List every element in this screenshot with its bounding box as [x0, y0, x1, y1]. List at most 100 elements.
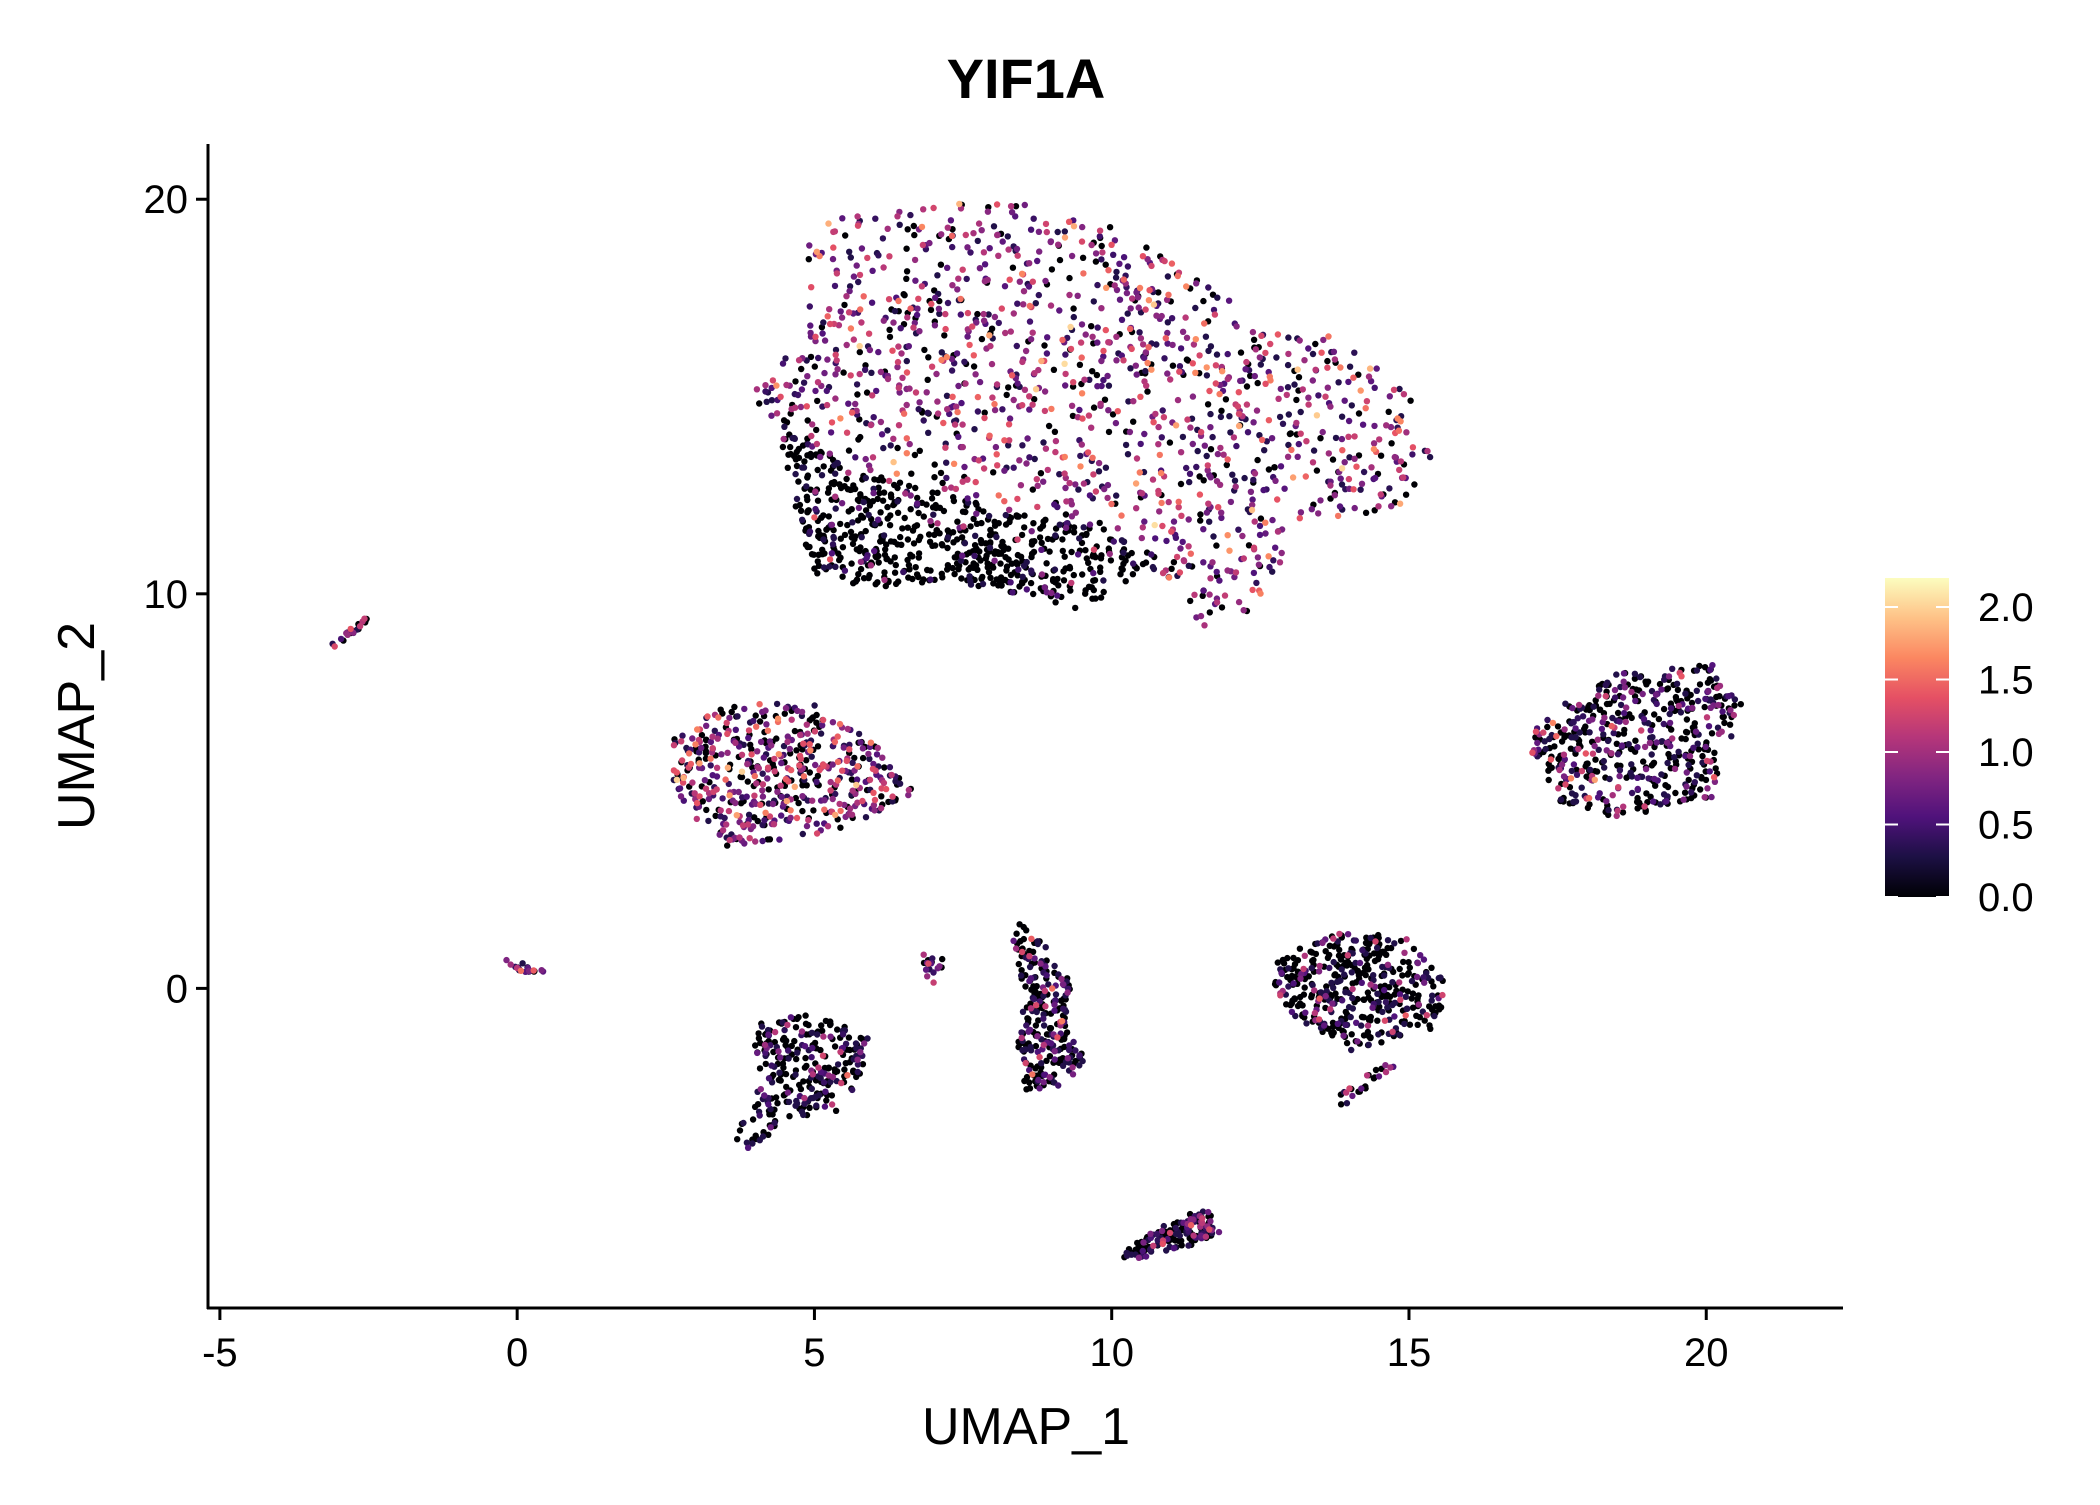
data-point — [1213, 542, 1220, 549]
data-point — [1176, 363, 1184, 370]
data-point — [947, 217, 955, 224]
data-point — [1008, 209, 1016, 216]
data-point — [874, 579, 881, 586]
data-point — [1069, 1071, 1077, 1078]
data-point — [1054, 1034, 1061, 1041]
data-point — [679, 779, 687, 786]
data-point — [905, 343, 912, 350]
data-point — [964, 244, 971, 251]
data-point — [1421, 979, 1428, 986]
data-point — [934, 410, 942, 417]
data-point — [754, 817, 761, 825]
data-point — [1026, 953, 1033, 960]
data-point — [1690, 744, 1697, 751]
data-point — [798, 365, 805, 373]
data-point — [1120, 276, 1128, 283]
data-point — [744, 778, 751, 785]
data-point — [839, 767, 846, 774]
data-point — [905, 791, 912, 799]
data-point — [725, 807, 733, 815]
data-point — [868, 369, 875, 376]
data-point — [1616, 718, 1623, 725]
data-point — [1043, 350, 1051, 357]
data-point — [895, 297, 902, 305]
data-point — [1018, 948, 1026, 956]
data-point — [1155, 490, 1162, 497]
data-point — [911, 523, 918, 530]
data-point — [1661, 676, 1668, 683]
data-point — [861, 366, 869, 373]
data-point — [1362, 939, 1370, 947]
x-tick-label: 15 — [1387, 1331, 1432, 1375]
data-point — [1105, 428, 1113, 436]
data-point — [860, 498, 867, 506]
data-point — [1042, 1003, 1049, 1010]
data-point — [1646, 739, 1654, 747]
data-point — [796, 752, 804, 759]
data-point — [1072, 509, 1080, 516]
data-point — [1105, 267, 1112, 274]
data-point — [1086, 521, 1094, 528]
data-point — [1370, 972, 1377, 979]
data-point — [1027, 226, 1035, 233]
data-point — [1272, 477, 1279, 484]
data-point — [798, 1108, 806, 1115]
data-point — [1043, 1057, 1050, 1065]
data-point — [1147, 1230, 1154, 1238]
data-point — [810, 551, 817, 558]
data-point — [530, 967, 537, 974]
data-point — [788, 716, 795, 723]
data-point — [825, 513, 832, 520]
chart-title: YIF1A — [947, 47, 1106, 110]
data-point — [845, 1034, 853, 1041]
data-point — [1237, 377, 1244, 385]
data-point — [1105, 407, 1112, 414]
data-point — [755, 765, 762, 772]
data-point — [1143, 244, 1150, 251]
data-point — [1021, 512, 1028, 519]
data-point — [861, 1040, 868, 1047]
data-point — [1254, 379, 1261, 387]
data-point — [1396, 385, 1403, 393]
data-point — [994, 549, 1002, 556]
data-point — [1133, 565, 1140, 572]
data-point — [1371, 422, 1378, 430]
data-point — [1001, 467, 1008, 474]
data-point — [1163, 296, 1171, 303]
data-point — [978, 335, 986, 343]
data-point — [995, 582, 1002, 589]
data-point — [770, 1048, 777, 1056]
data-point — [1138, 490, 1146, 497]
data-point — [1355, 410, 1363, 417]
data-point — [827, 1020, 834, 1028]
data-point — [754, 1049, 761, 1057]
data-point — [1036, 534, 1044, 541]
data-point — [1059, 336, 1066, 344]
data-point — [942, 325, 949, 333]
data-point — [1204, 467, 1211, 474]
data-point — [1386, 393, 1394, 400]
data-point — [1638, 727, 1645, 734]
data-point — [1601, 714, 1608, 721]
data-point — [1251, 518, 1258, 525]
data-point — [1606, 700, 1613, 707]
data-point — [1362, 509, 1370, 516]
data-point — [906, 440, 913, 448]
data-point — [1619, 809, 1627, 816]
data-point — [1324, 384, 1332, 391]
data-point — [857, 306, 864, 313]
data-point — [995, 492, 1002, 499]
data-point — [1224, 350, 1231, 358]
data-point — [1077, 463, 1084, 470]
data-point — [1253, 579, 1260, 587]
data-point — [1216, 481, 1224, 488]
data-point — [1609, 792, 1616, 799]
data-point — [778, 793, 785, 800]
data-point — [1099, 249, 1106, 256]
data-point — [1201, 622, 1208, 629]
data-point — [1355, 371, 1362, 378]
data-point — [981, 414, 988, 422]
x-axis-label: UMAP_1 — [922, 1398, 1130, 1456]
data-point — [910, 540, 918, 547]
data-point — [756, 1065, 764, 1072]
